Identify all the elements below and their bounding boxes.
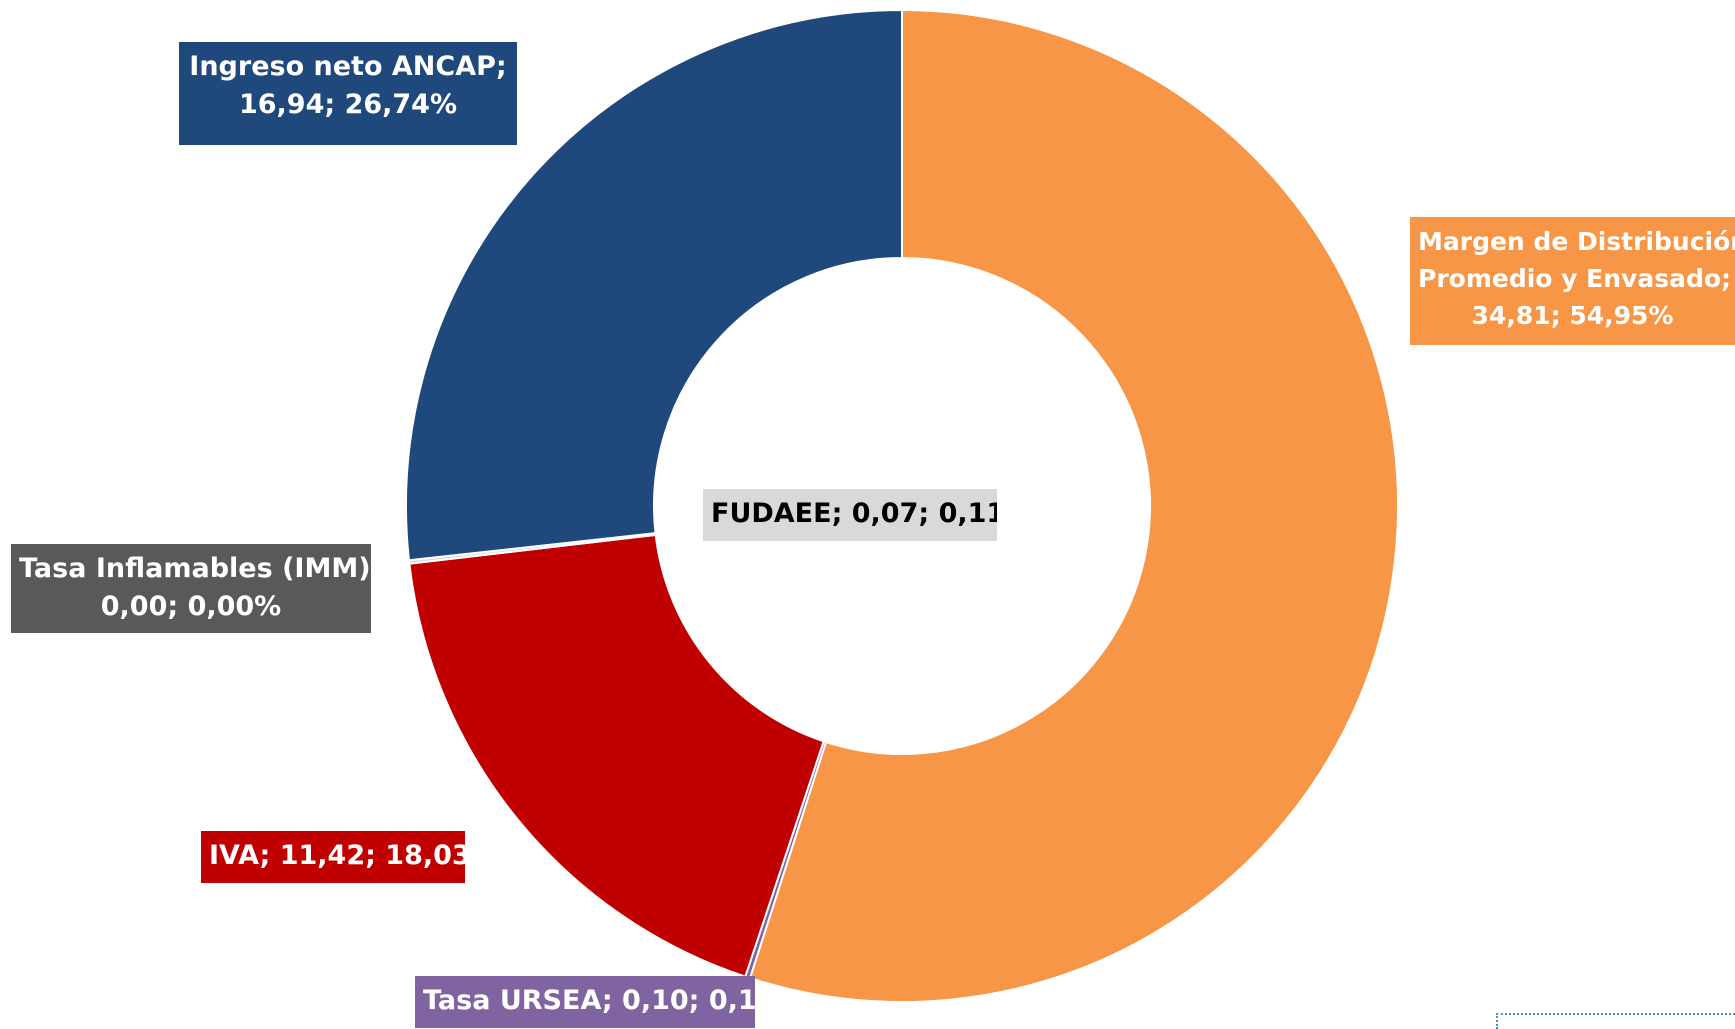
label-line: Ingreso neto ANCAP; <box>189 51 507 82</box>
label-line: 34,81; 54,95% <box>1471 301 1674 330</box>
label-iva: IVA; 11,42; 18,03% <box>201 831 465 883</box>
label-line: FUDAEE; 0,07; 0,11% <box>711 498 997 529</box>
slice-iva <box>408 533 825 978</box>
label-tasa-inflamables: Tasa Inflamables (IMM) *; 0,00; 0,00% <box>11 544 371 633</box>
label-ingreso-neto-ancap: Ingreso neto ANCAP; 16,94; 26,74% <box>179 42 517 145</box>
label-line: Promedio y Envasado; <box>1418 264 1732 293</box>
label-line: Margen de Distribución <box>1418 227 1735 256</box>
label-line: IVA; 11,42; 18,03% <box>209 840 465 871</box>
label-tasa-ursea: Tasa URSEA; 0,10; 0,16% <box>415 976 755 1028</box>
label-margen-distribucion: Margen de Distribución Promedio y Envasa… <box>1410 217 1735 345</box>
donut-slices <box>405 8 1399 1003</box>
dotted-border-decoration <box>1496 1013 1498 1029</box>
label-fudaee: FUDAEE; 0,07; 0,11% <box>703 489 997 541</box>
dotted-border-decoration <box>1496 1013 1735 1015</box>
slice-margen-de-distribuci-n-promedio-y-envasado <box>748 8 1399 1003</box>
slice-ingreso-neto-ancap <box>405 8 903 562</box>
label-line: 16,94; 26,74% <box>238 89 458 120</box>
label-line: Tasa Inflamables (IMM) *; <box>19 553 371 584</box>
label-line: 0,00; 0,00% <box>100 591 282 622</box>
label-line: Tasa URSEA; 0,10; 0,16% <box>423 985 755 1016</box>
